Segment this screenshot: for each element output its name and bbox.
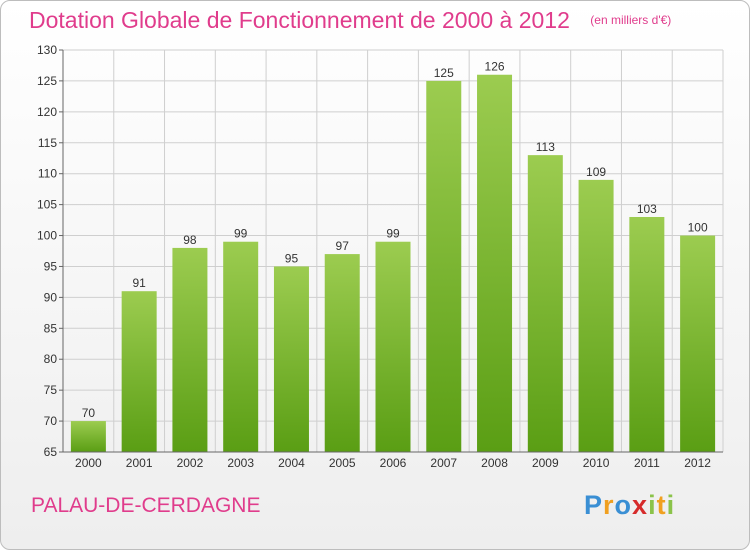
bar: [578, 179, 614, 452]
y-tick-label: 105: [37, 198, 57, 212]
bar: [324, 254, 360, 452]
chart-title: Dotation Globale de Fonctionnement de 20…: [29, 7, 671, 34]
x-tick-label: 2000: [75, 456, 102, 470]
proxiti-logo[interactable]: Proxiti: [584, 490, 676, 520]
chart-title-text: Dotation Globale de Fonctionnement de 20…: [29, 7, 570, 33]
bar: [375, 241, 411, 452]
value-label: 109: [586, 165, 606, 179]
y-tick-label: 100: [37, 229, 57, 243]
bar: [680, 235, 716, 452]
x-tick-label: 2007: [430, 456, 457, 470]
y-tick-label: 130: [37, 43, 57, 57]
y-tick-label: 95: [44, 259, 58, 273]
y-tick-label: 85: [44, 321, 58, 335]
bar: [223, 241, 259, 452]
value-label: 91: [132, 276, 146, 290]
y-tick-label: 65: [44, 445, 58, 459]
axis-layer: 65 70 75 80 85 90 95 100 105 110 115 120 125 130 2000 2…: [37, 43, 723, 470]
x-tick-label: 2004: [278, 456, 305, 470]
y-tick-label: 70: [44, 414, 58, 428]
y-tick-label: 80: [44, 352, 58, 366]
x-tick-label: 2003: [227, 456, 254, 470]
value-label: 70: [82, 406, 96, 420]
value-label: 100: [688, 221, 708, 235]
value-label: 99: [386, 227, 400, 241]
y-tick-label: 120: [37, 105, 57, 119]
bar: [426, 80, 462, 452]
value-label: 126: [485, 60, 505, 74]
commune-name: PALAU-DE-CERDAGNE: [31, 494, 261, 517]
x-tick-label: 2011: [634, 456, 660, 470]
bar: [273, 266, 309, 452]
value-label: 97: [336, 239, 350, 253]
x-tick-label: 2009: [532, 456, 559, 470]
x-tick-label: 2012: [684, 456, 711, 470]
bar: [121, 291, 157, 452]
value-label: 103: [637, 202, 657, 216]
y-tick-label: 125: [37, 74, 57, 88]
bars-layer: 70 91 98 99 95 97 99 125 126 113 109 103 100: [70, 60, 716, 452]
x-tick-label: 2002: [177, 456, 204, 470]
value-label: 125: [434, 66, 454, 80]
bar: [70, 421, 106, 452]
value-label: 113: [536, 140, 555, 154]
y-tick-label: 110: [38, 167, 57, 181]
bar: [527, 155, 563, 452]
chart-unit: (en milliers d'€): [590, 13, 672, 27]
y-tick-label: 90: [44, 290, 58, 304]
bar: [629, 216, 665, 452]
x-tick-label: 2006: [380, 456, 407, 470]
y-tick-label: 75: [44, 383, 58, 397]
bar: [172, 247, 208, 452]
value-label: 99: [234, 227, 248, 241]
value-label: 98: [183, 233, 197, 247]
x-tick-label: 2005: [329, 456, 356, 470]
x-tick-label: 2001: [126, 456, 153, 470]
bar: [477, 74, 513, 452]
x-tick-label: 2008: [481, 456, 508, 470]
value-label: 95: [285, 251, 299, 265]
x-tick-label: 2010: [583, 456, 610, 470]
y-tick-label: 115: [38, 136, 57, 150]
